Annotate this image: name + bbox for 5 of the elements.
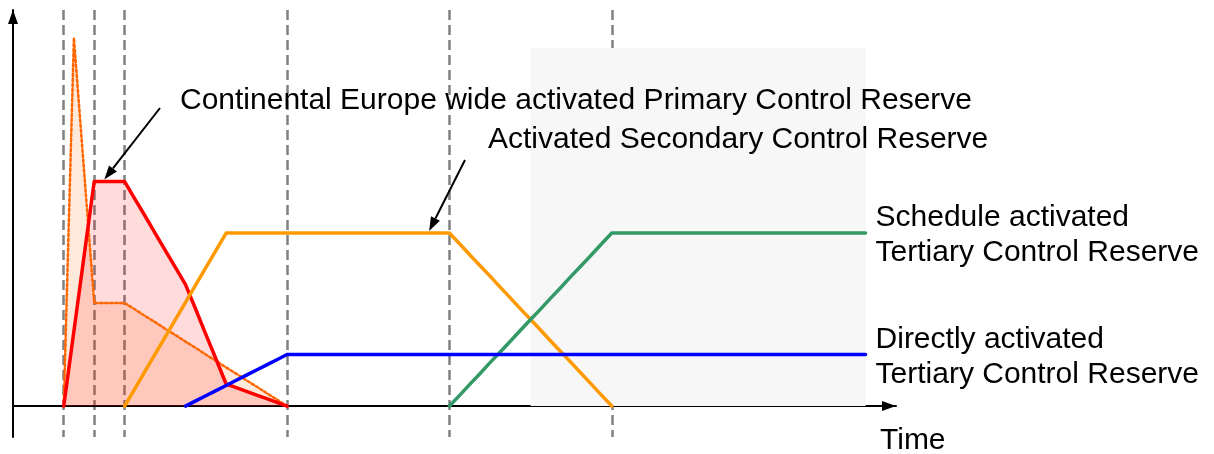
series-label: Schedule activated Tertiary Control Reserve <box>875 199 1199 268</box>
text: Continental Europe wide activated Primary Control Reserve <box>180 81 973 115</box>
x-axis-title: Time <box>880 421 946 454</box>
text: Activated Secondary Control Reserve <box>488 120 989 154</box>
series-label: Directly activated Tertiary Control Reserve <box>875 320 1199 389</box>
